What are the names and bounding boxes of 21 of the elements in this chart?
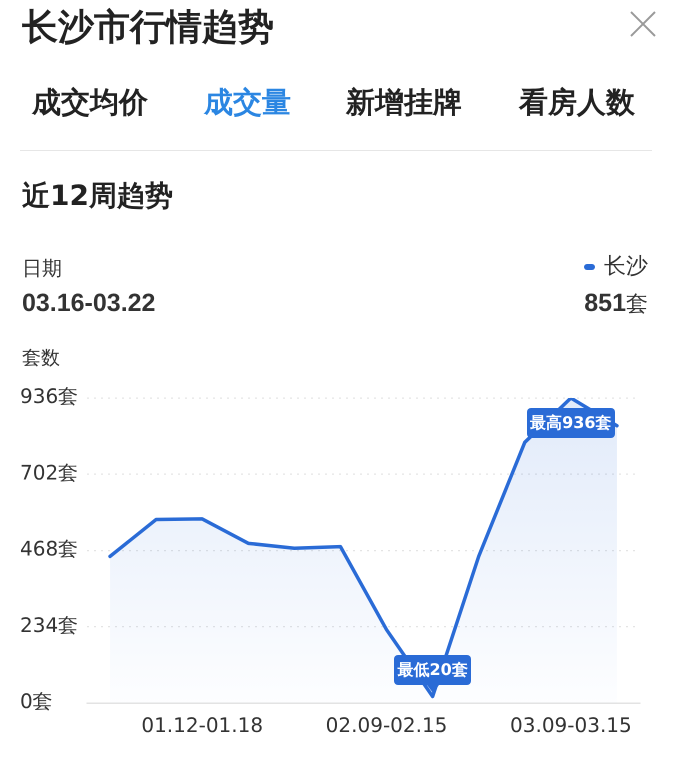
legend-label: 长沙	[604, 254, 648, 279]
x-tick-label: 03.09-03.15	[510, 713, 632, 738]
y-axis-title: 套数	[22, 347, 60, 369]
text: 新增挂牌	[346, 85, 462, 119]
text: 成交量	[204, 85, 291, 119]
y-tick-label: 0套	[20, 689, 53, 714]
text: 03.16-03.22	[22, 289, 156, 317]
y-tick-label: 702套	[20, 460, 78, 484]
annotation: 最低20套	[396, 660, 469, 680]
chart-subtitle: 近12周趋势	[22, 179, 173, 212]
x-tick-label: 02.09-02.15	[326, 713, 448, 738]
y-tick-label: 234套	[20, 612, 78, 637]
annotation: 最高936套	[529, 413, 613, 432]
y-tick-label: 468套	[20, 536, 78, 561]
x-tick-label: 01.12-01.18	[141, 713, 264, 738]
text: 看房人数	[519, 85, 635, 119]
y-tick-label: 936套	[20, 384, 78, 408]
text: 851套	[584, 289, 648, 317]
text: 日期	[22, 256, 62, 280]
text: 成交均价	[32, 85, 148, 119]
chart-title: 长沙市行情趋势	[22, 7, 274, 48]
